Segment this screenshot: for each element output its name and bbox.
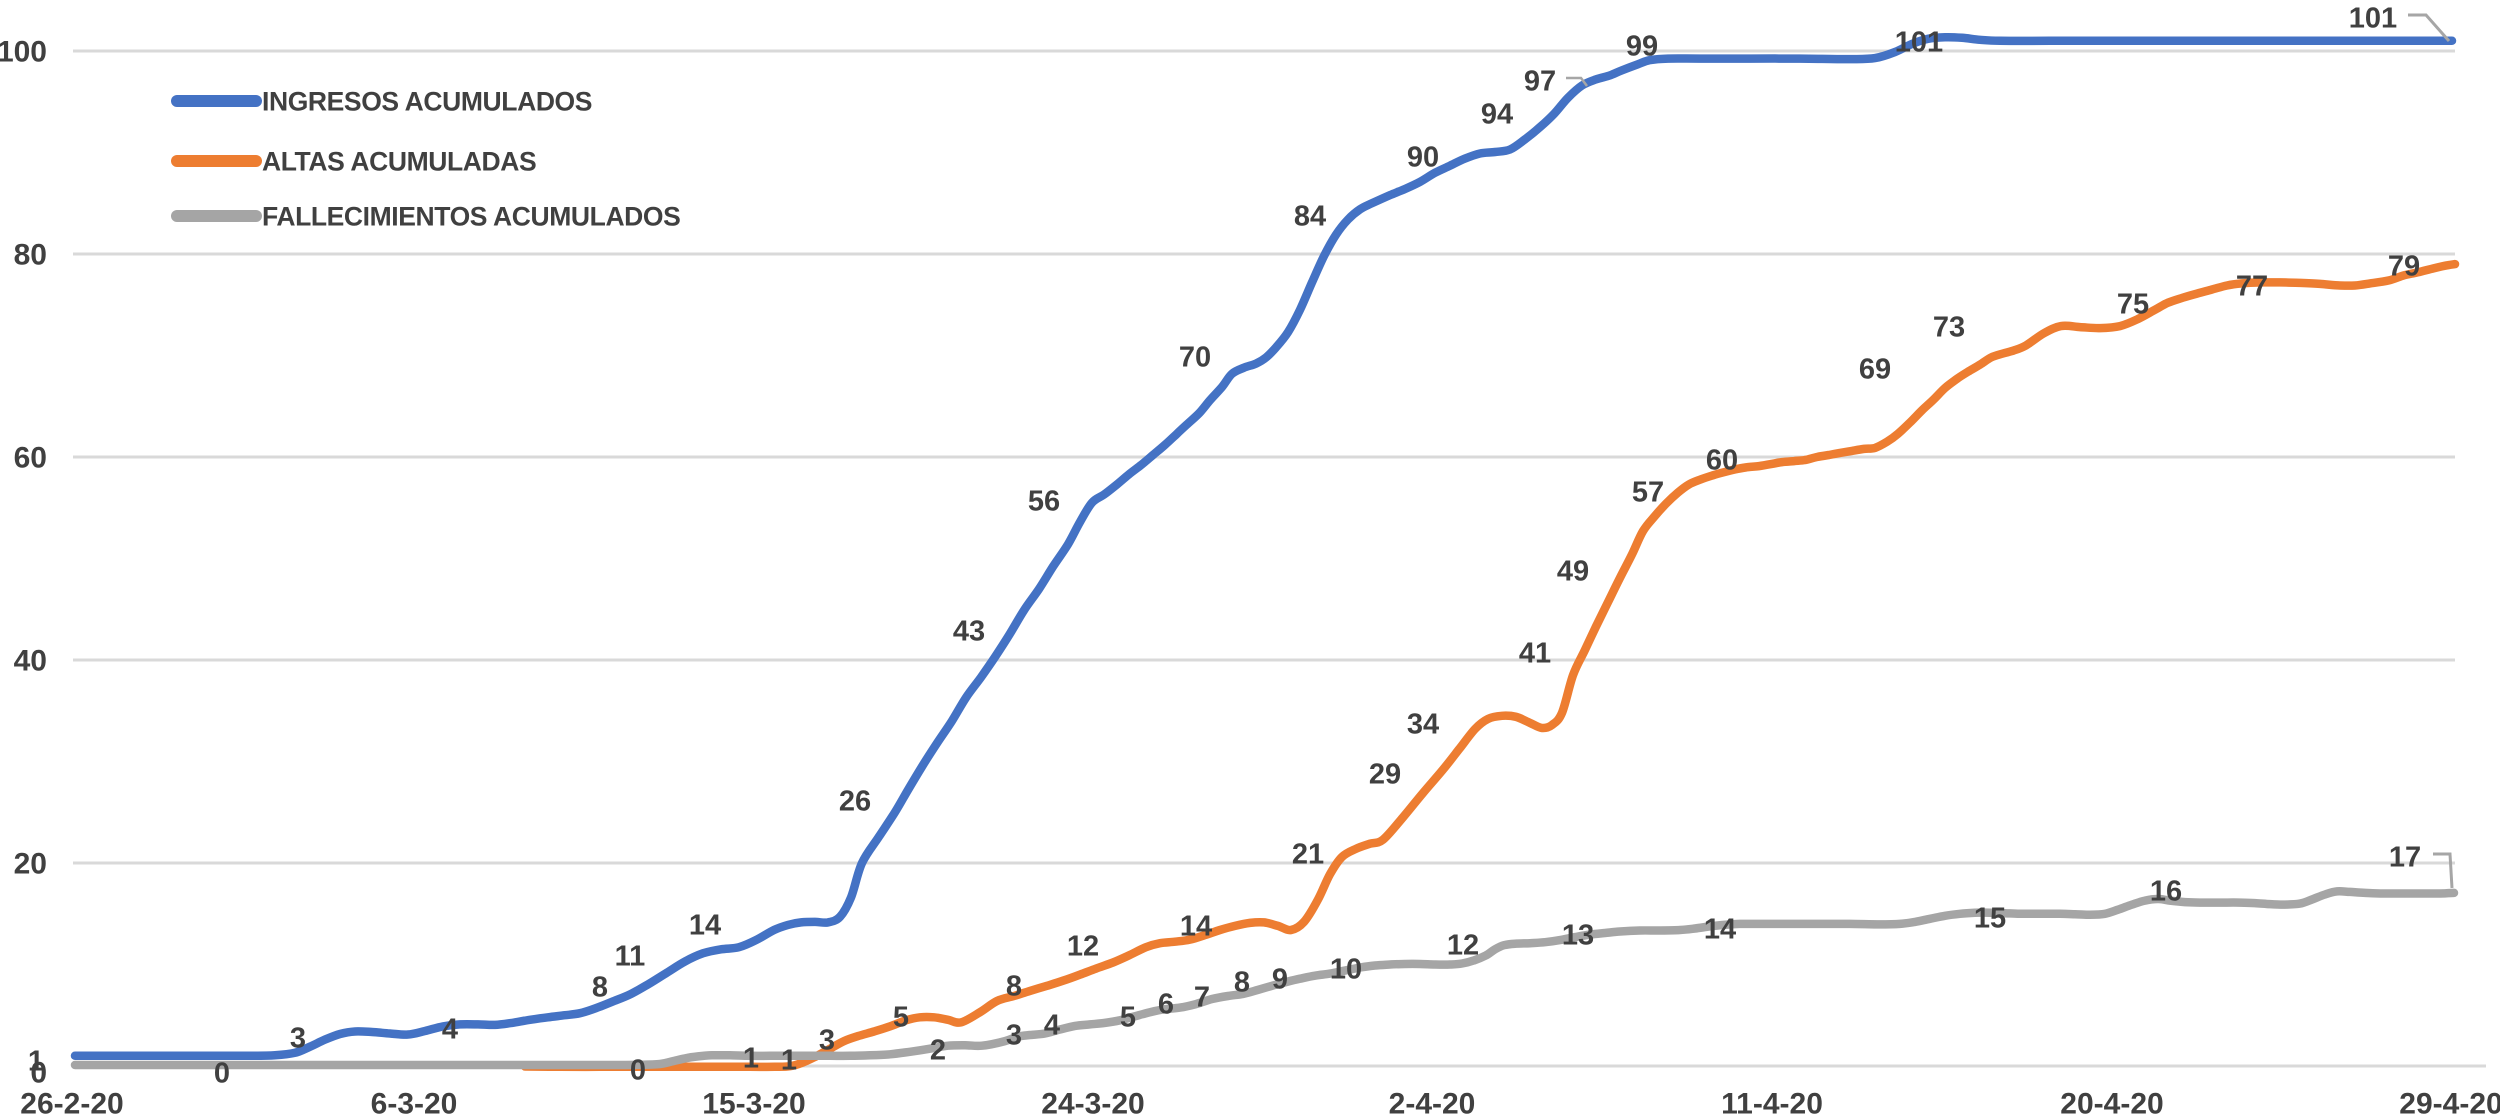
- svg-text:73: 73: [1933, 311, 1965, 343]
- svg-text:75: 75: [2117, 288, 2149, 320]
- svg-text:77: 77: [2236, 270, 2268, 302]
- svg-text:20-4-20: 20-4-20: [2060, 1088, 2163, 1120]
- svg-text:0: 0: [214, 1057, 230, 1089]
- svg-text:11: 11: [615, 940, 646, 972]
- svg-text:14: 14: [689, 909, 721, 941]
- svg-text:26-2-20: 26-2-20: [20, 1088, 123, 1120]
- svg-text:1: 1: [743, 1042, 759, 1074]
- svg-text:10: 10: [1330, 953, 1362, 985]
- svg-text:5: 5: [893, 1001, 909, 1033]
- svg-text:INGRESOS ACUMULADOS: INGRESOS ACUMULADOS: [262, 86, 592, 116]
- svg-text:17: 17: [2389, 841, 2421, 873]
- svg-text:41: 41: [1519, 637, 1551, 669]
- svg-text:9: 9: [1272, 963, 1288, 995]
- svg-text:60: 60: [14, 442, 47, 475]
- svg-text:80: 80: [14, 239, 47, 272]
- svg-text:15-3-20: 15-3-20: [702, 1088, 805, 1120]
- svg-text:29: 29: [1369, 758, 1401, 790]
- svg-text:11-4-20: 11-4-20: [1721, 1088, 1823, 1120]
- svg-text:40: 40: [14, 645, 47, 678]
- svg-text:99: 99: [1626, 30, 1658, 62]
- svg-text:20: 20: [14, 848, 47, 881]
- svg-text:70: 70: [1179, 341, 1211, 373]
- svg-text:90: 90: [1407, 141, 1439, 173]
- svg-text:49: 49: [1557, 555, 1589, 587]
- svg-text:97: 97: [1524, 65, 1556, 97]
- svg-text:79: 79: [2388, 250, 2420, 282]
- svg-text:5: 5: [1120, 1001, 1136, 1033]
- svg-text:26: 26: [839, 785, 871, 817]
- svg-text:60: 60: [1706, 444, 1738, 476]
- svg-text:3: 3: [819, 1024, 835, 1056]
- svg-text:34: 34: [1407, 708, 1439, 740]
- svg-text:21: 21: [1292, 838, 1324, 870]
- svg-text:69: 69: [1859, 353, 1891, 385]
- svg-text:94: 94: [1481, 98, 1513, 130]
- svg-text:100: 100: [0, 36, 47, 69]
- svg-text:2-4-20: 2-4-20: [1389, 1088, 1476, 1120]
- svg-text:4: 4: [442, 1013, 458, 1045]
- svg-text:12: 12: [1447, 929, 1479, 961]
- svg-text:24-3-20: 24-3-20: [1041, 1088, 1144, 1120]
- svg-text:3: 3: [290, 1022, 306, 1054]
- svg-text:16: 16: [2150, 875, 2182, 907]
- svg-text:57: 57: [1632, 476, 1664, 508]
- svg-text:14: 14: [1704, 913, 1736, 945]
- svg-text:101: 101: [2349, 2, 2397, 34]
- svg-text:8: 8: [1234, 966, 1250, 998]
- svg-text:2: 2: [930, 1034, 946, 1066]
- svg-text:3: 3: [1006, 1019, 1022, 1051]
- svg-text:6: 6: [1158, 988, 1174, 1020]
- svg-text:8: 8: [592, 971, 608, 1003]
- svg-text:43: 43: [953, 615, 985, 647]
- svg-text:0: 0: [30, 1057, 47, 1090]
- svg-text:101: 101: [1895, 26, 1943, 58]
- svg-text:1: 1: [28, 1045, 44, 1077]
- svg-text:ALTAS ACUMULADAS: ALTAS ACUMULADAS: [262, 146, 536, 176]
- svg-text:14: 14: [1180, 910, 1212, 942]
- svg-text:13: 13: [1562, 919, 1594, 951]
- svg-text:12: 12: [1067, 930, 1099, 962]
- svg-text:7: 7: [1194, 981, 1210, 1013]
- svg-text:15: 15: [1974, 902, 2006, 934]
- svg-text:4: 4: [1044, 1009, 1060, 1041]
- svg-text:6-3-20: 6-3-20: [371, 1088, 458, 1120]
- svg-text:1: 1: [781, 1044, 797, 1076]
- svg-text:56: 56: [1028, 485, 1060, 517]
- svg-text:8: 8: [1006, 970, 1022, 1002]
- svg-text:0: 0: [630, 1054, 646, 1086]
- svg-text:29-4-20: 29-4-20: [2399, 1088, 2500, 1120]
- svg-text:FALLECIMIENTOS ACUMULADOS: FALLECIMIENTOS ACUMULADOS: [262, 201, 680, 231]
- svg-text:84: 84: [1294, 200, 1326, 232]
